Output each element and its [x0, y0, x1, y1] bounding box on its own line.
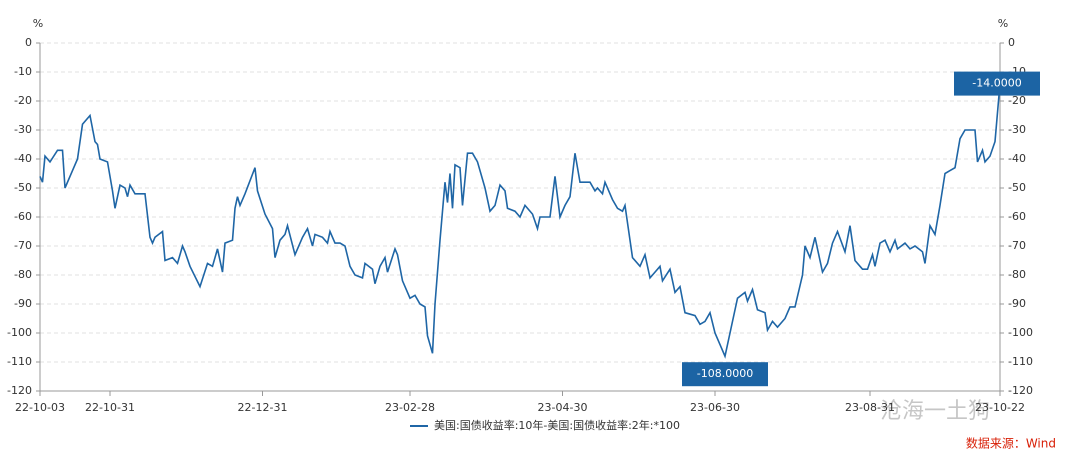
x-tick-label: 22-12-31 — [238, 401, 288, 414]
x-tick-label: 22-10-31 — [85, 401, 135, 414]
y-tick-label: -50 — [14, 181, 32, 194]
x-tick-label: 23-10-22 — [975, 401, 1025, 414]
y2-tick-label: 0 — [1008, 36, 1015, 49]
y2-tick-label: -60 — [1008, 210, 1026, 223]
y2-tick-label: -120 — [1008, 384, 1033, 397]
annotation-label: -14.0000 — [972, 77, 1021, 90]
y2-unit: % — [998, 17, 1008, 30]
y-tick-label: -60 — [14, 210, 32, 223]
annotation-label: -108.0000 — [697, 367, 753, 380]
x-tick-label: 23-02-28 — [385, 401, 435, 414]
x-tick-label: 23-08-31 — [845, 401, 895, 414]
x-tick-label: 22-10-03 — [15, 401, 65, 414]
y-tick-label: -70 — [14, 239, 32, 252]
legend-label: 美国:国债收益率:10年-美国:国债收益率:2年:*100 — [434, 418, 680, 432]
y-tick-label: -100 — [7, 326, 32, 339]
y-tick-label: -110 — [7, 355, 32, 368]
y2-tick-label: -30 — [1008, 123, 1026, 136]
x-tick-label: 23-04-30 — [538, 401, 588, 414]
y-tick-label: 0 — [25, 36, 32, 49]
y2-tick-label: -50 — [1008, 181, 1026, 194]
y-tick-label: -40 — [14, 152, 32, 165]
annotation-box — [954, 71, 1040, 96]
y2-tick-label: -40 — [1008, 152, 1026, 165]
y2-tick-label: -110 — [1008, 355, 1033, 368]
y-tick-label: -20 — [14, 94, 32, 107]
watermark: 沧海一土狗 — [880, 399, 990, 424]
y2-tick-label: -100 — [1008, 326, 1033, 339]
y2-tick-label: -90 — [1008, 297, 1026, 310]
y-tick-label: -10 — [14, 65, 32, 78]
y-tick-label: -80 — [14, 268, 32, 281]
source: 数据来源：Wind — [966, 436, 1056, 451]
annotation-box — [682, 362, 768, 387]
y2-tick-label: -70 — [1008, 239, 1026, 252]
y2-tick-label: -80 — [1008, 268, 1026, 281]
y2-tick-label: -20 — [1008, 94, 1026, 107]
y-tick-label: -30 — [14, 123, 32, 136]
y-unit: % — [33, 17, 43, 30]
x-tick-label: 23-06-30 — [690, 401, 740, 414]
y-tick-label: -90 — [14, 297, 32, 310]
series-line — [39, 83, 1001, 359]
y-tick-label: -120 — [7, 384, 32, 397]
